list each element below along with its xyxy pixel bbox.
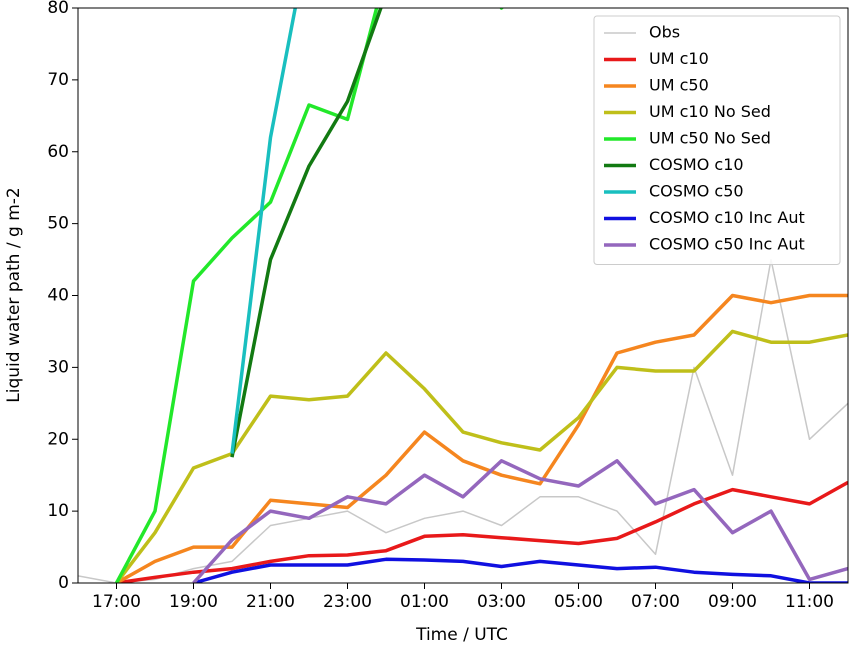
legend: Obs UM c10 UM c50 UM c10 No Sed UM c50 No Se… <box>593 15 841 265</box>
series-line <box>193 557 848 583</box>
y-tick-label: 30 <box>47 357 69 377</box>
series-line <box>116 480 848 583</box>
legend-label: Obs <box>649 23 680 42</box>
y-tick-label: 60 <box>47 142 69 162</box>
plot-area <box>78 8 848 583</box>
x-axis-label: Time / UTC <box>415 625 508 645</box>
legend-label: COSMO c50 <box>649 182 744 201</box>
series-line <box>115 329 848 583</box>
legend-label: COSMO c10 <box>649 155 744 174</box>
y-tick-label: 40 <box>47 286 69 306</box>
series-line <box>114 8 505 583</box>
x-tick-label: 21:00 <box>246 592 295 612</box>
y-tick-label: 20 <box>47 429 69 449</box>
y-axis-label: Liquid water path / g m-2 <box>4 187 24 402</box>
y-tick-label: 80 <box>47 0 69 18</box>
y-tick-label: 70 <box>47 70 69 90</box>
series-line <box>230 8 298 454</box>
y-tick-label: 10 <box>47 501 69 521</box>
x-tick-label: 23:00 <box>323 592 372 612</box>
series-line <box>230 8 383 458</box>
legend-label: COSMO c10 Inc Aut <box>649 208 805 227</box>
y-tick-label: 50 <box>47 214 69 234</box>
series-line <box>115 293 848 583</box>
legend-label: UM c50 <box>649 76 709 95</box>
x-tick-label: 01:00 <box>400 592 449 612</box>
legend-label: COSMO c50 Inc Aut <box>649 235 805 254</box>
x-tick-label: 19:00 <box>169 592 218 612</box>
plot-frame <box>77 7 849 584</box>
series-line <box>192 459 848 583</box>
x-tick-label: 09:00 <box>708 592 757 612</box>
legend-label: UM c10 No Sed <box>649 102 771 121</box>
x-tick-label: 17:00 <box>92 592 141 612</box>
legend-label: UM c50 No Sed <box>649 129 771 148</box>
x-tick-label: 07:00 <box>631 592 680 612</box>
legend-box <box>593 15 841 265</box>
y-tick-label: 0 <box>58 573 69 593</box>
x-tick-label: 05:00 <box>554 592 603 612</box>
legend-label: UM c10 <box>649 49 709 68</box>
x-tick-label: 03:00 <box>477 592 526 612</box>
x-tick-label: 11:00 <box>785 592 834 612</box>
